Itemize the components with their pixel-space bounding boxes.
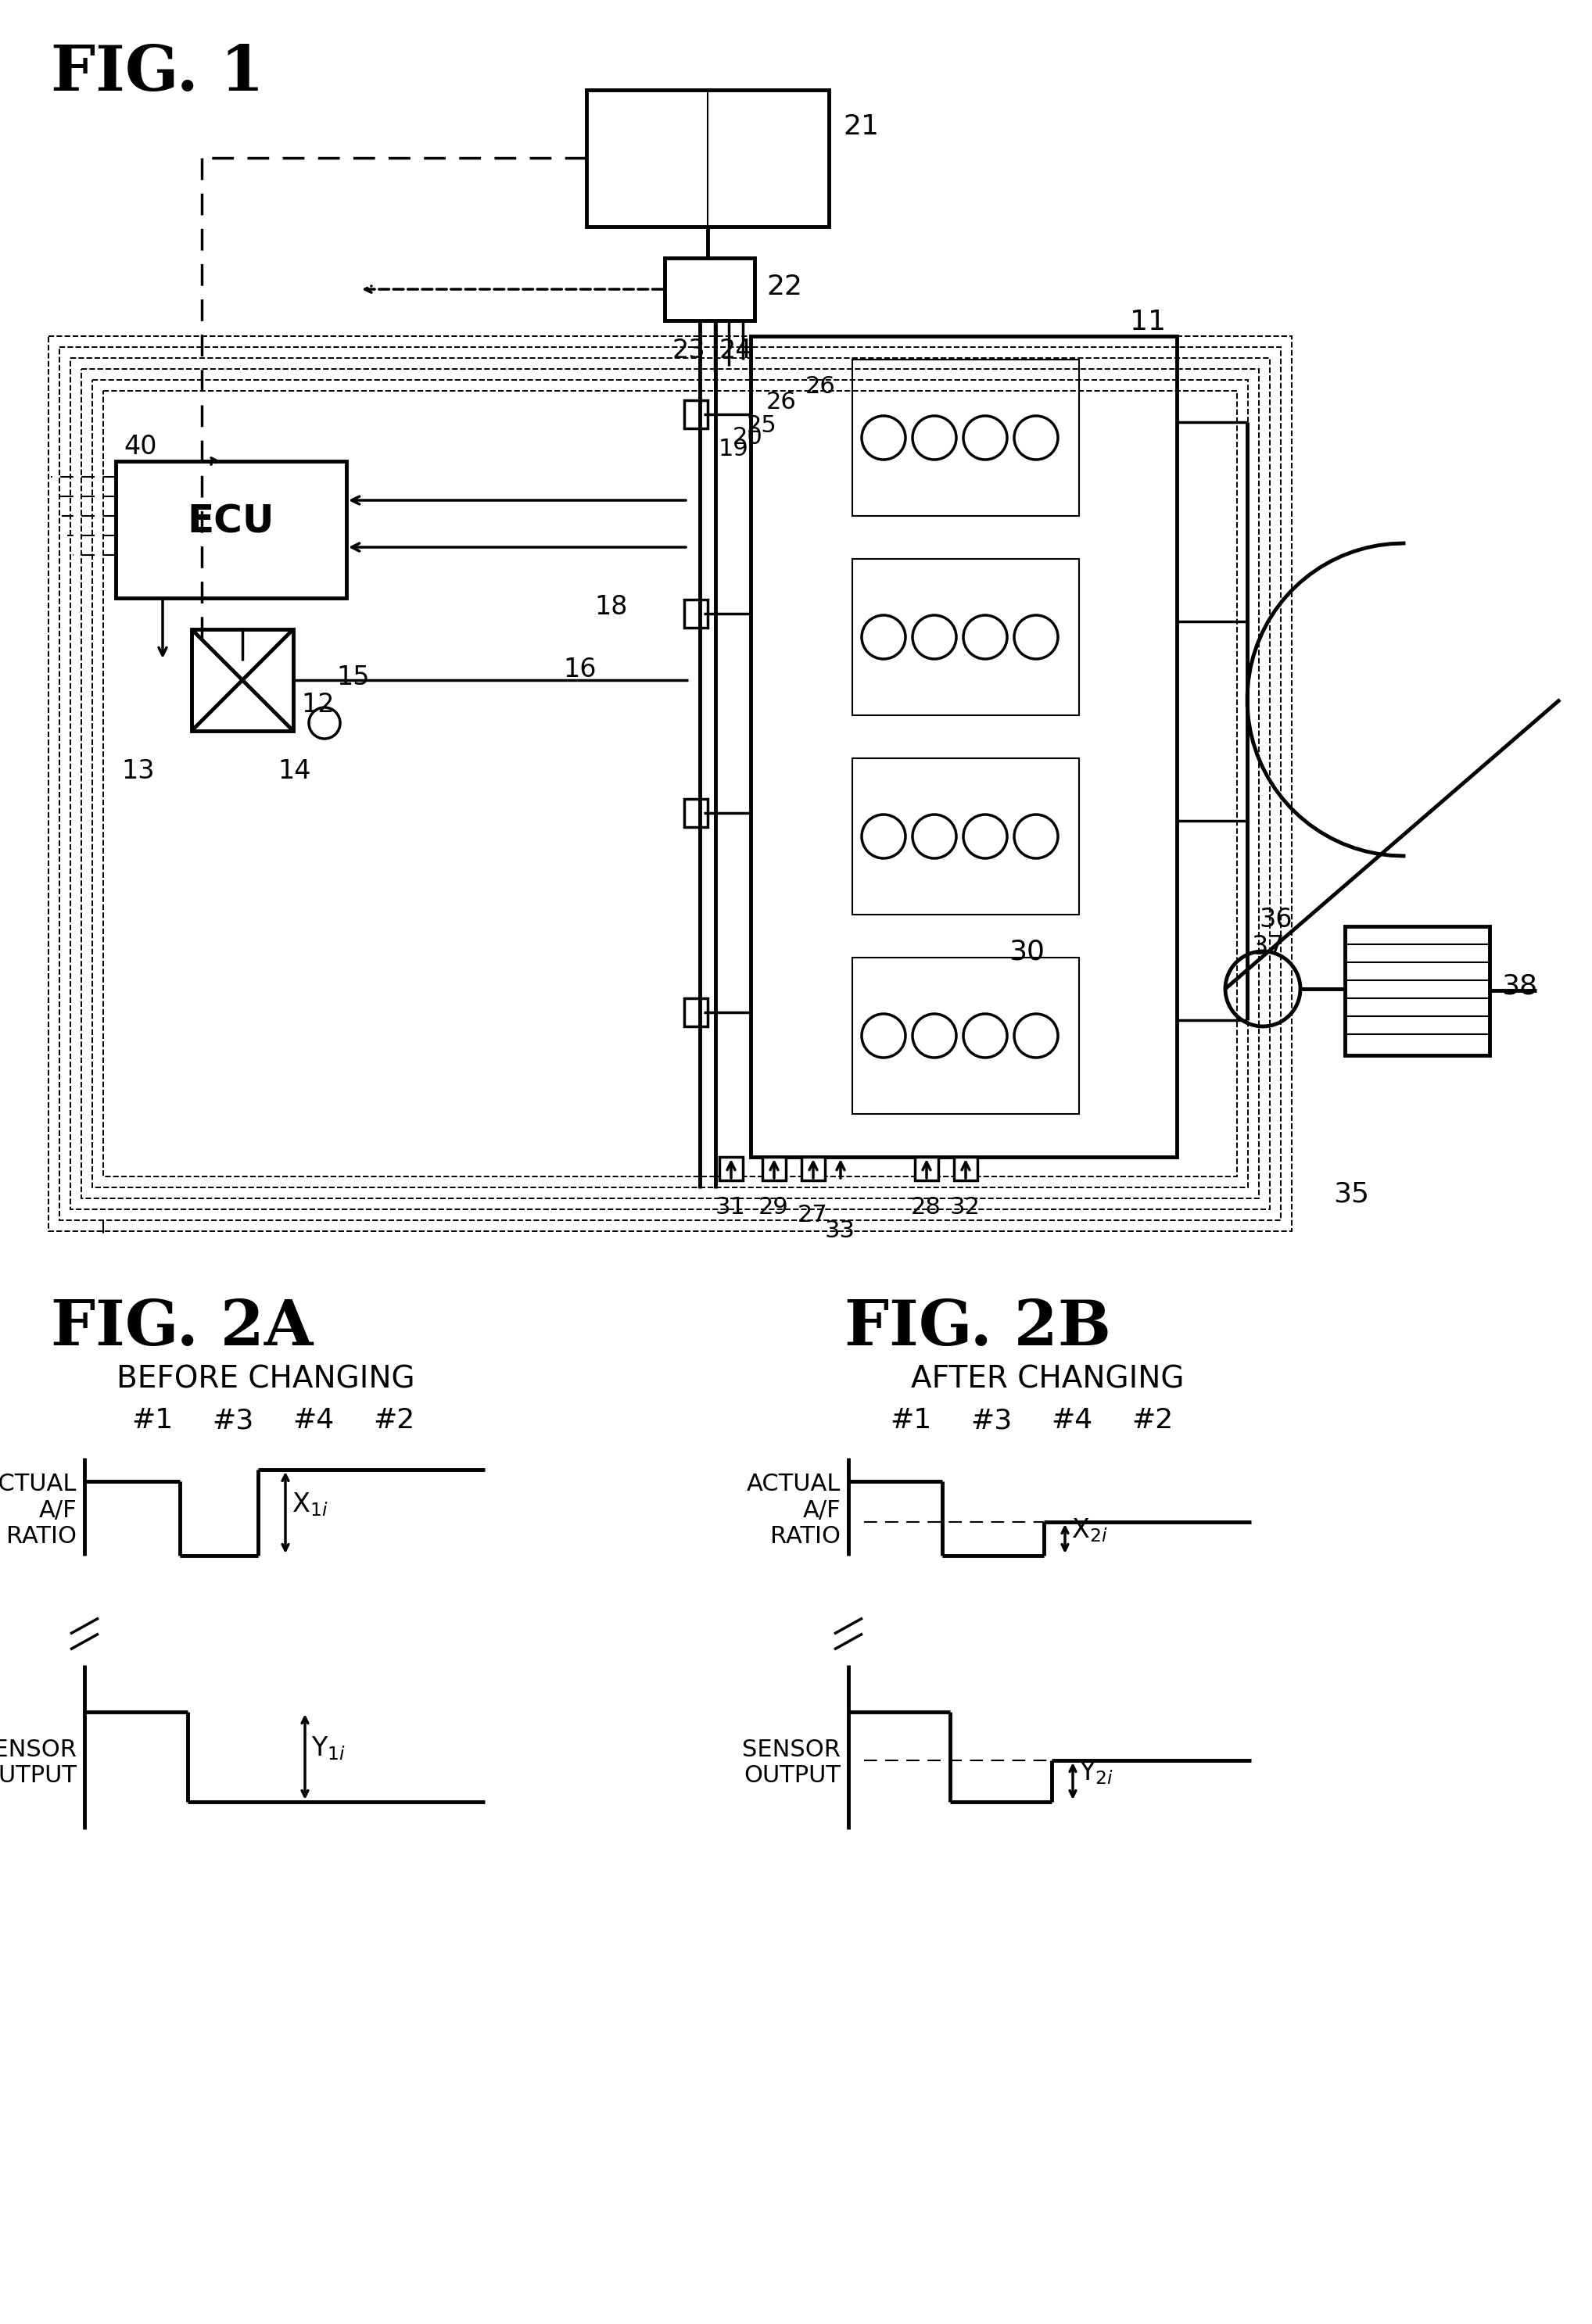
Text: 40: 40: [124, 435, 156, 460]
Circle shape: [963, 813, 1008, 858]
Circle shape: [912, 416, 957, 460]
Circle shape: [1226, 951, 1301, 1027]
Text: 13: 13: [121, 758, 154, 783]
Text: 26: 26: [806, 374, 836, 397]
Bar: [685, 600, 707, 627]
Bar: [763, 1157, 786, 1181]
Bar: [685, 400, 707, 428]
Text: FIG. 1: FIG. 1: [51, 42, 264, 105]
Text: 20: 20: [732, 425, 763, 449]
Bar: [751, 337, 1176, 1157]
Bar: [954, 1157, 977, 1181]
Text: #4: #4: [293, 1406, 334, 1434]
Bar: [116, 460, 347, 597]
Text: #2: #2: [1132, 1406, 1173, 1434]
Circle shape: [1014, 1013, 1059, 1057]
Text: ECU: ECU: [188, 502, 274, 539]
Text: 31: 31: [715, 1197, 747, 1218]
Text: 33: 33: [825, 1220, 855, 1241]
Text: 27: 27: [798, 1204, 828, 1227]
Text: #1: #1: [890, 1406, 931, 1434]
Text: 37: 37: [1251, 934, 1285, 960]
Text: 36: 36: [1259, 906, 1293, 932]
Bar: [70, 358, 1270, 1208]
Text: 16: 16: [564, 658, 597, 683]
Text: Y$_{2i}$: Y$_{2i}$: [1079, 1759, 1113, 1787]
Text: 18: 18: [594, 595, 627, 621]
Bar: [59, 346, 1282, 1220]
Text: SENSOR
OUTPUT: SENSOR OUTPUT: [742, 1738, 841, 1787]
Bar: [1345, 927, 1490, 1055]
Circle shape: [1014, 616, 1059, 660]
Text: X$_{2i}$: X$_{2i}$: [1071, 1518, 1108, 1543]
Text: 38: 38: [1501, 974, 1538, 999]
Text: 19: 19: [718, 437, 748, 460]
Text: Y$_{1i}$: Y$_{1i}$: [310, 1736, 345, 1762]
Circle shape: [309, 706, 341, 739]
Text: #2: #2: [373, 1406, 416, 1434]
Text: 26: 26: [766, 390, 796, 414]
Circle shape: [963, 416, 1008, 460]
Text: #4: #4: [1051, 1406, 1092, 1434]
Text: 24: 24: [720, 337, 753, 363]
Text: 35: 35: [1333, 1181, 1369, 1206]
Circle shape: [1014, 416, 1059, 460]
Circle shape: [861, 416, 906, 460]
Text: BEFORE CHANGING: BEFORE CHANGING: [116, 1364, 416, 1394]
Bar: [685, 799, 707, 827]
Text: ACTUAL
A/F
RATIO: ACTUAL A/F RATIO: [747, 1473, 841, 1548]
Bar: [852, 957, 1079, 1113]
Text: #3: #3: [971, 1406, 1013, 1434]
Circle shape: [912, 616, 957, 660]
Bar: [801, 1157, 825, 1181]
Text: AFTER CHANGING: AFTER CHANGING: [911, 1364, 1184, 1394]
Text: 29: 29: [758, 1197, 788, 1218]
Bar: [852, 558, 1079, 716]
Circle shape: [963, 1013, 1008, 1057]
Text: 15: 15: [336, 665, 369, 690]
Text: 25: 25: [747, 414, 777, 437]
Text: 11: 11: [1130, 309, 1165, 335]
Text: X$_{1i}$: X$_{1i}$: [291, 1492, 328, 1518]
Bar: [685, 999, 707, 1027]
Text: FIG. 2B: FIG. 2B: [844, 1297, 1111, 1360]
Circle shape: [912, 1013, 957, 1057]
Bar: [664, 258, 755, 321]
Text: ACTUAL
A/F
RATIO: ACTUAL A/F RATIO: [0, 1473, 76, 1548]
Circle shape: [861, 1013, 906, 1057]
Text: #3: #3: [212, 1406, 253, 1434]
Text: 28: 28: [911, 1197, 941, 1218]
Bar: [48, 337, 1291, 1232]
Bar: [586, 91, 829, 228]
Circle shape: [861, 813, 906, 858]
Text: FIG. 2A: FIG. 2A: [51, 1297, 314, 1360]
Text: 23: 23: [672, 337, 705, 363]
Text: 30: 30: [1009, 939, 1044, 964]
Circle shape: [912, 813, 957, 858]
Bar: [103, 390, 1237, 1176]
Text: 21: 21: [842, 114, 879, 139]
Bar: [81, 370, 1259, 1199]
Circle shape: [861, 616, 906, 660]
Bar: [720, 1157, 743, 1181]
Text: SENSOR
OUTPUT: SENSOR OUTPUT: [0, 1738, 76, 1787]
Text: 22: 22: [766, 274, 802, 300]
Circle shape: [1014, 813, 1059, 858]
Text: 12: 12: [301, 693, 334, 718]
Bar: [191, 630, 293, 730]
Bar: [852, 758, 1079, 916]
Bar: [852, 360, 1079, 516]
Bar: [92, 379, 1248, 1188]
Text: 14: 14: [277, 758, 310, 783]
Bar: [915, 1157, 938, 1181]
Text: #1: #1: [132, 1406, 174, 1434]
Text: 32: 32: [950, 1197, 981, 1218]
Circle shape: [963, 616, 1008, 660]
